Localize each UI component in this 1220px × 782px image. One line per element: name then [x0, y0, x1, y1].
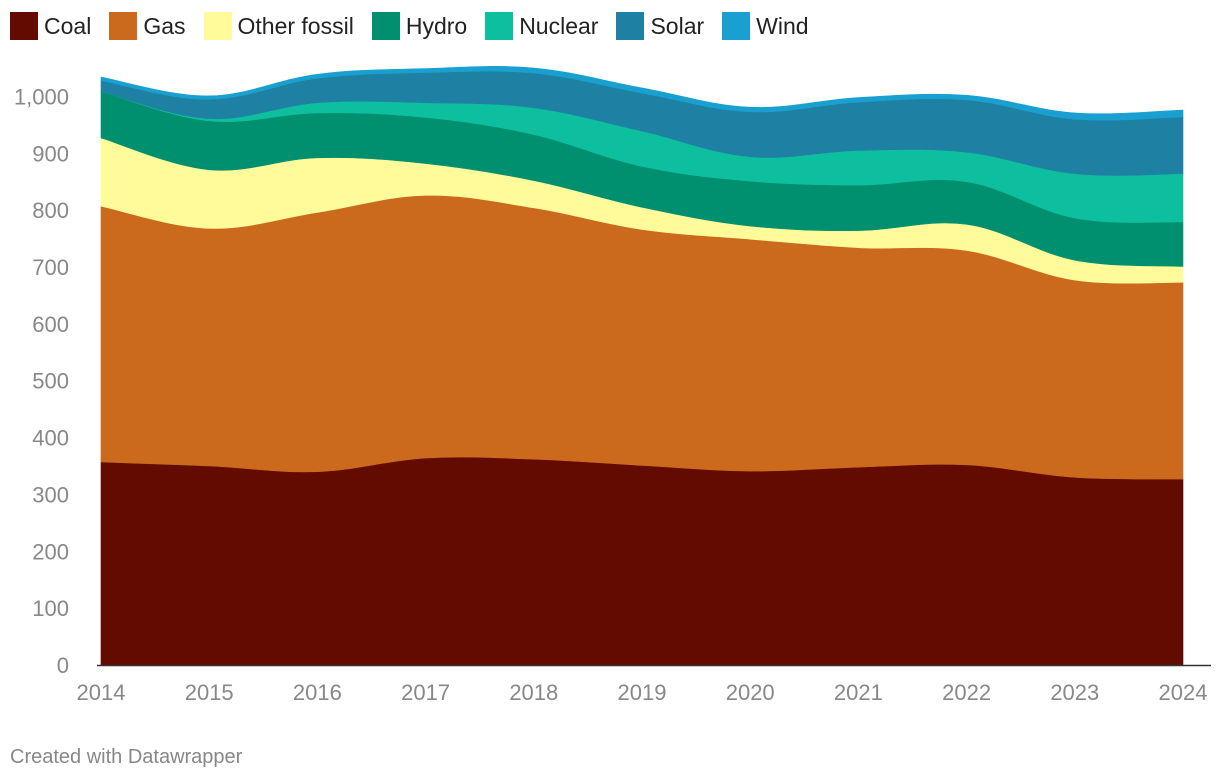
legend-swatch-other-fossil [203, 12, 232, 40]
y-tick-label: 600 [32, 312, 69, 337]
legend-item-nuclear[interactable]: Nuclear [485, 12, 598, 40]
x-tick-label: 2019 [618, 680, 667, 705]
legend-swatch-gas [109, 12, 138, 40]
x-axis: 2014 2015 2016 2017 2018 2019 2020 2021 2022 2023… [77, 664, 1211, 705]
x-tick-label: 2014 [77, 680, 126, 705]
legend-label-other-fossil: Other fossil [237, 12, 354, 39]
y-tick-label: 800 [32, 198, 69, 223]
y-tick-label: 200 [32, 539, 69, 564]
legend-swatch-nuclear [485, 12, 514, 40]
legend-item-gas[interactable]: Gas [109, 12, 186, 40]
area-wind[interactable] [100, 66, 1184, 121]
y-tick-label: 900 [32, 141, 69, 166]
x-tick-label: 2020 [726, 680, 775, 705]
x-tick-label: 2017 [401, 680, 450, 705]
legend-swatch-coal [10, 12, 38, 40]
y-tick-label: 300 [32, 482, 69, 507]
y-tick-label: 400 [32, 426, 69, 451]
legend-item-coal[interactable]: Coal [10, 12, 91, 40]
legend-label-nuclear: Nuclear [519, 12, 599, 39]
legend-item-hydro[interactable]: Hydro [371, 12, 468, 40]
x-tick-label: 2015 [185, 680, 234, 705]
y-tick-label: 1,000 [14, 84, 69, 109]
x-tick-label: 2016 [293, 680, 342, 705]
legend-label-coal: Coal [44, 12, 92, 39]
x-tick-label: 2022 [942, 680, 991, 705]
legend-label-solar: Solar [650, 12, 705, 39]
y-tick-label: 0 [57, 653, 69, 678]
legend-item-other-fossil[interactable]: Other fossil [203, 12, 354, 40]
legend-label-wind: Wind [756, 12, 809, 39]
y-tick-label: 100 [32, 596, 69, 621]
x-tick-label: 2024 [1159, 680, 1208, 705]
x-tick-label: 2021 [834, 680, 883, 705]
legend-item-solar[interactable]: Solar [616, 12, 704, 40]
y-tick-label: 500 [32, 369, 69, 394]
legend-swatch-hydro [371, 12, 400, 40]
legend-swatch-wind [722, 12, 751, 40]
y-axis: 0 100 200 300 400 500 600 700 800 900 1,000 [14, 84, 69, 678]
legend-label-hydro: Hydro [405, 12, 468, 39]
y-tick-label: 700 [32, 255, 69, 280]
chart-areas [100, 66, 1184, 666]
x-tick-label: 2023 [1050, 680, 1099, 705]
legend-label-gas: Gas [143, 12, 186, 39]
area-coal[interactable] [100, 456, 1184, 666]
legend: Coal Gas Other fossil Hydro Nuclear Sola… [10, 12, 827, 40]
legend-swatch-solar [616, 12, 645, 40]
footer-credit[interactable]: Created with Datawrapper [10, 746, 243, 768]
x-tick-label: 2018 [509, 680, 558, 705]
legend-item-wind[interactable]: Wind [722, 12, 809, 40]
